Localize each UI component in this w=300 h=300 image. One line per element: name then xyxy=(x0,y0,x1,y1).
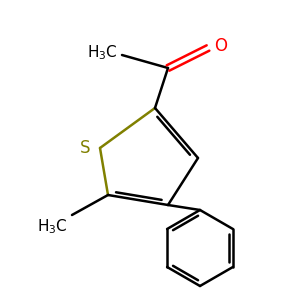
Text: H$_3$C: H$_3$C xyxy=(37,217,68,236)
Text: O: O xyxy=(214,37,227,55)
Text: H$_3$C: H$_3$C xyxy=(87,44,118,62)
Text: S: S xyxy=(80,139,90,157)
